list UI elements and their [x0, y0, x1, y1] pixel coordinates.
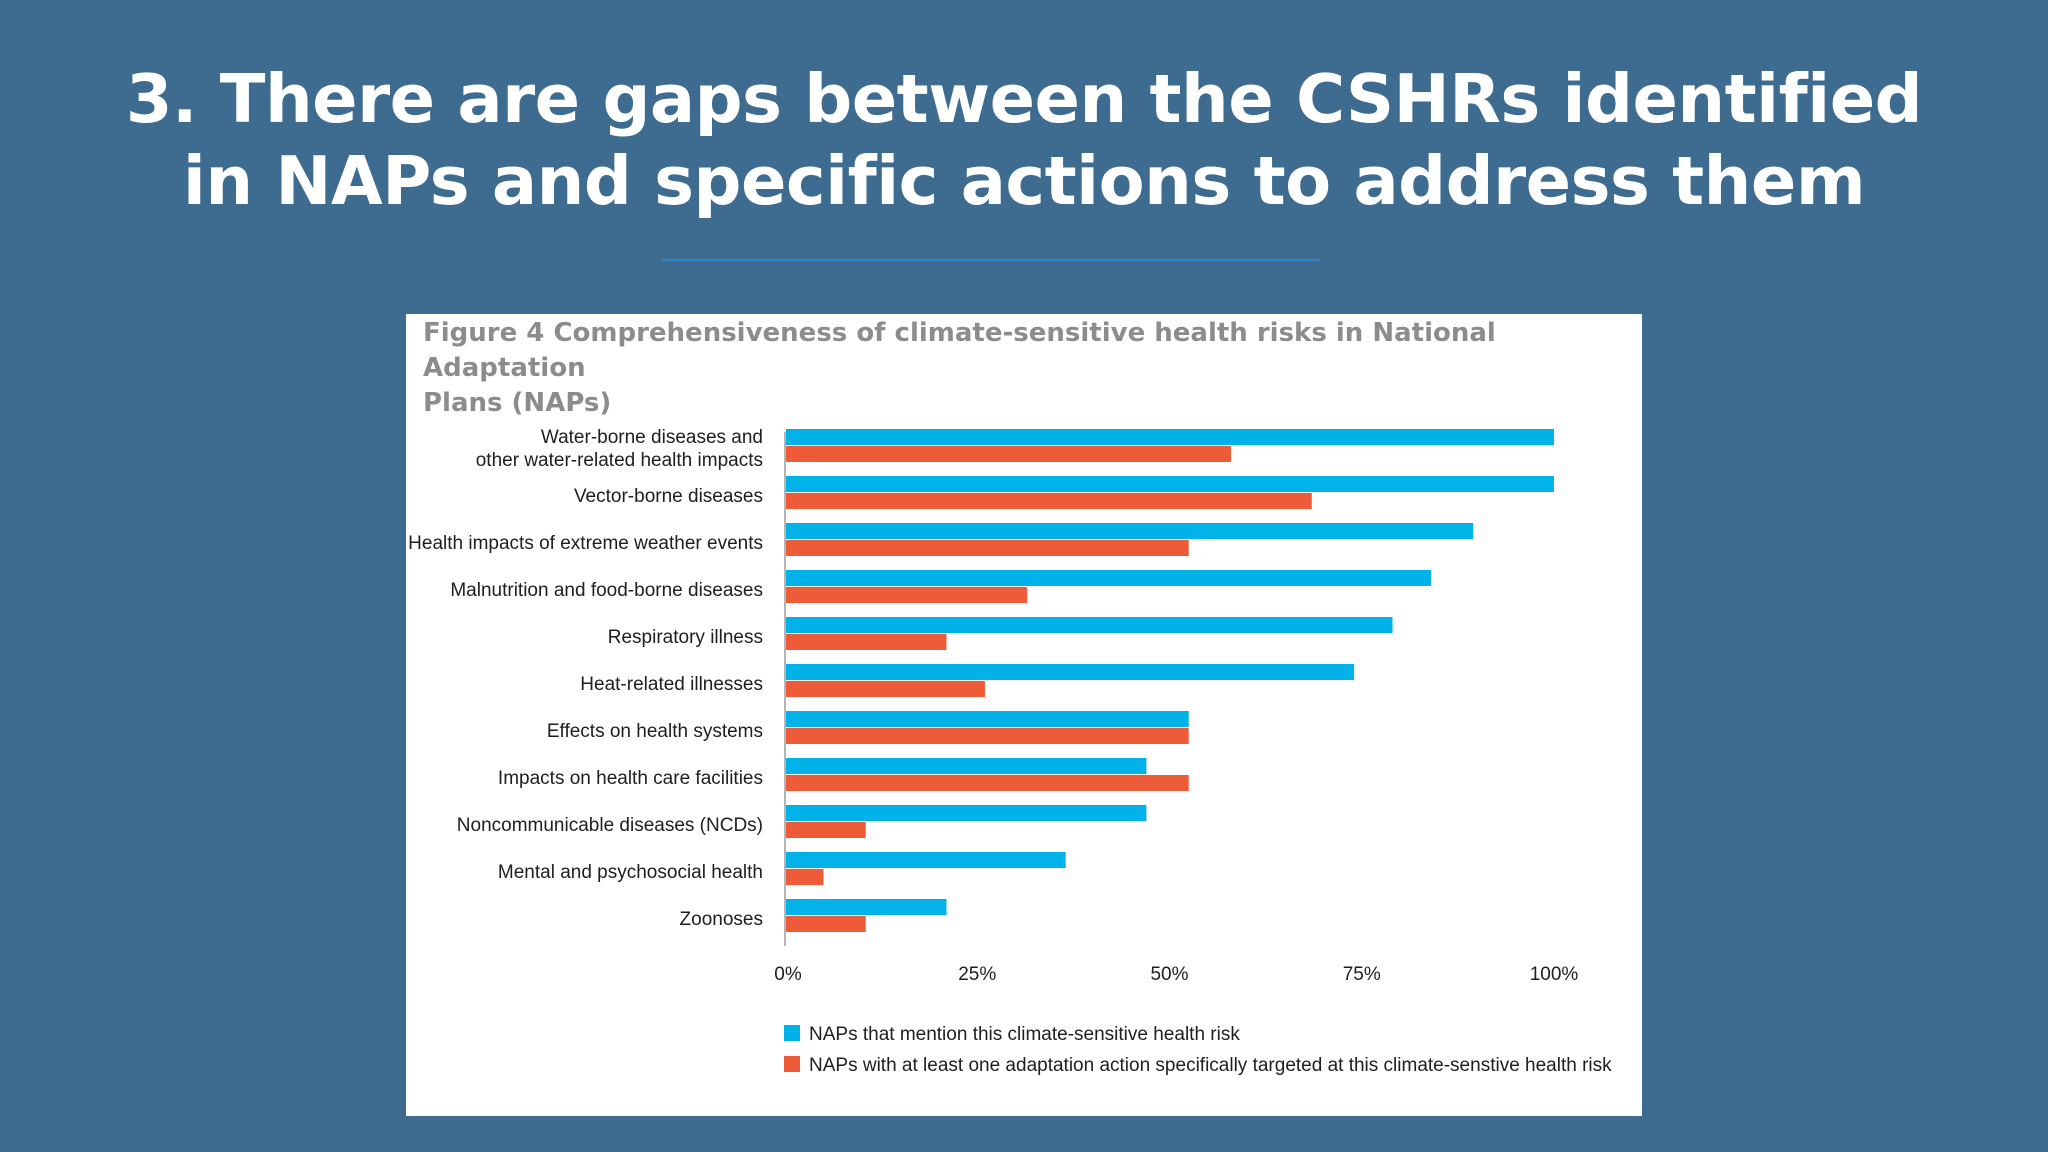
category-label-line: Malnutrition and food-borne diseases [450, 580, 763, 601]
x-tick-label: 100% [1530, 964, 1579, 985]
bar-mentioned [786, 899, 947, 915]
x-tick-label: 75% [1343, 964, 1381, 985]
category-label-line: Respiratory illness [608, 627, 763, 648]
category-label: Respiratory illness [608, 627, 763, 648]
category-label: Health impacts of extreme weather events [408, 533, 763, 554]
category-label-line: Mental and psychosocial health [498, 862, 763, 883]
figure-caption: Figure 4 Comprehensiveness of climate-se… [423, 316, 1603, 421]
category-label: Water-borne diseases and other water-rela… [476, 427, 763, 471]
bar-mentioned [786, 758, 1147, 774]
bar-targeted-action [786, 540, 1189, 556]
category-label-line: Heat-related illnesses [580, 674, 763, 695]
category-label: Impacts on health care facilities [498, 768, 763, 789]
slide-title-line-1: 3. There are gaps between the CSHRs iden… [125, 60, 1923, 138]
x-tick-label: 50% [1150, 964, 1188, 985]
category-label-line: Zoonoses [680, 909, 763, 930]
figure-card: Figure 4 Comprehensiveness of climate-se… [406, 314, 1642, 1116]
x-tick-label: 25% [958, 964, 996, 985]
slide-title: 3. There are gaps between the CSHRs iden… [0, 58, 2048, 222]
bar-targeted-action [786, 728, 1189, 744]
legend-label: NAPs that mention this climate-sensitive… [809, 1024, 1240, 1045]
slide-title-line-2: in NAPs and specific actions to address … [182, 142, 1866, 220]
title-divider [662, 259, 1320, 261]
bar-chart: Water-borne diseases and other water-rela… [408, 427, 1612, 1076]
legend-swatch [784, 1025, 800, 1041]
category-label-line: Vector-borne diseases [574, 486, 763, 507]
bar-targeted-action [786, 681, 985, 697]
category-label: Heat-related illnesses [580, 674, 763, 695]
bar-mentioned [786, 476, 1554, 492]
bar-targeted-action [786, 446, 1232, 462]
legend-swatch [784, 1056, 800, 1072]
bar-mentioned [786, 523, 1474, 539]
bar-mentioned [786, 805, 1147, 821]
category-label-line: Water-borne diseases and [541, 427, 763, 448]
bar-targeted-action [786, 587, 1028, 603]
category-label-line: Impacts on health care facilities [498, 768, 763, 789]
category-label: Effects on health systems [547, 721, 763, 742]
bar-targeted-action [786, 869, 824, 885]
category-label-line: Health impacts of extreme weather events [408, 533, 763, 554]
category-label: Malnutrition and food-borne diseases [450, 580, 763, 601]
bar-targeted-action [786, 822, 866, 838]
bar-mentioned [786, 570, 1431, 586]
category-label: Zoonoses [680, 909, 763, 930]
bar-targeted-action [786, 493, 1312, 509]
x-tick-label: 0% [774, 964, 802, 985]
bar-targeted-action [786, 916, 866, 932]
bar-mentioned [786, 617, 1393, 633]
category-label-line: Effects on health systems [547, 721, 763, 742]
figure-caption-line-1: Figure 4 Comprehensiveness of climate-se… [423, 318, 1496, 383]
category-label: Vector-borne diseases [574, 486, 763, 507]
figure-caption-line-2: Plans (NAPs) [423, 388, 612, 418]
bar-mentioned [786, 664, 1355, 680]
bar-mentioned [786, 429, 1554, 445]
legend-label: NAPs with at least one adaptation action… [809, 1055, 1612, 1076]
category-label: Noncommunicable diseases (NCDs) [457, 815, 763, 836]
category-label-line: other water-related health impacts [476, 450, 763, 471]
category-label: Mental and psychosocial health [498, 862, 763, 883]
bar-targeted-action [786, 775, 1189, 791]
category-label-line: Noncommunicable diseases (NCDs) [457, 815, 763, 836]
bar-mentioned [786, 852, 1066, 868]
bar-mentioned [786, 711, 1189, 727]
bar-targeted-action [786, 634, 947, 650]
